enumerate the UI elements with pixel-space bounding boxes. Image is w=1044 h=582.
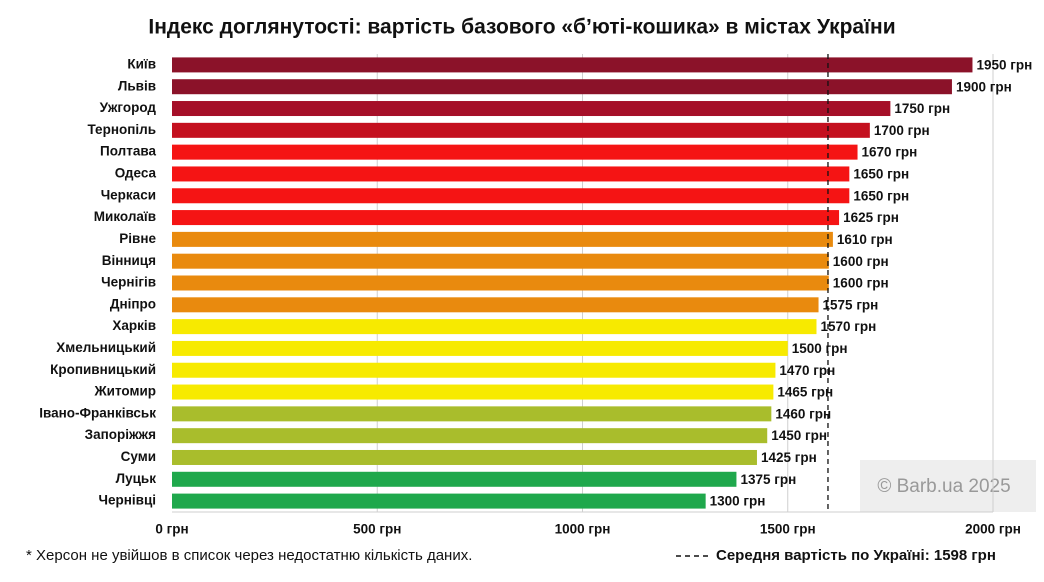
value-label: 1700 грн — [874, 123, 930, 138]
watermark: © Barb.ua 2025 — [877, 476, 1010, 497]
bar — [172, 275, 829, 291]
category-label: Хмельницький — [56, 340, 156, 355]
category-label: Київ — [127, 56, 156, 71]
x-tick-label: 0 грн — [155, 522, 188, 537]
footnote: * Херсон не увійшов в список через недос… — [26, 547, 472, 564]
bar — [172, 384, 774, 400]
bar — [172, 122, 870, 138]
category-label: Луцьк — [116, 471, 157, 486]
category-label: Вінниця — [102, 253, 156, 268]
average-label: Середня вартість по Україні: 1598 грн — [716, 547, 996, 564]
bar — [172, 319, 817, 335]
category-label: Дніпро — [110, 296, 156, 311]
value-label: 1300 грн — [710, 494, 766, 509]
category-label: Харків — [112, 318, 156, 333]
bar — [172, 101, 891, 117]
bar — [172, 449, 757, 465]
x-tick-label: 1000 грн — [555, 522, 611, 537]
value-label: 1470 грн — [779, 363, 835, 378]
value-label: 1650 грн — [853, 188, 909, 203]
category-label: Запоріжжя — [85, 427, 156, 442]
category-label: Кропивницький — [50, 362, 156, 377]
bar — [172, 144, 858, 160]
chart-title: Індекс доглянутості: вартість базового «… — [148, 16, 895, 39]
bar — [172, 210, 840, 226]
category-label: Івано-Франківськ — [39, 405, 156, 420]
x-tick-label: 500 грн — [353, 522, 401, 537]
bar — [172, 406, 772, 422]
category-label: Суми — [121, 449, 156, 464]
category-label: Полтава — [100, 144, 156, 159]
value-label: 1600 грн — [833, 276, 889, 291]
value-label: 1450 грн — [771, 428, 827, 443]
value-label: 1570 грн — [820, 319, 876, 334]
category-label: Одеса — [115, 166, 157, 181]
bar — [172, 297, 819, 313]
category-label: Ужгород — [100, 100, 157, 115]
bar — [172, 340, 788, 356]
value-label: 1900 грн — [956, 79, 1012, 94]
value-label: 1600 грн — [833, 254, 889, 269]
watermark-box — [860, 460, 1036, 512]
bar — [172, 79, 952, 95]
value-label: 1575 грн — [823, 297, 879, 312]
bar — [172, 231, 833, 247]
category-label: Рівне — [119, 231, 156, 246]
x-tick-label: 2000 грн — [965, 522, 1021, 537]
value-label: 1650 грн — [853, 167, 909, 182]
value-label: 1750 грн — [894, 101, 950, 116]
value-label: 1610 грн — [837, 232, 893, 247]
category-label: Тернопіль — [87, 122, 156, 137]
value-label: 1375 грн — [740, 472, 796, 487]
bar — [172, 428, 768, 444]
value-label: 1625 грн — [843, 210, 899, 225]
category-label: Львів — [118, 78, 156, 93]
category-label: Миколаїв — [94, 209, 156, 224]
bar — [172, 57, 973, 73]
value-label: 1670 грн — [862, 145, 918, 160]
bar — [172, 493, 706, 509]
bar — [172, 362, 776, 378]
value-label: 1465 грн — [777, 385, 833, 400]
category-label: Черкаси — [101, 187, 156, 202]
bar — [172, 166, 850, 182]
bar — [172, 253, 829, 269]
value-label: 1425 грн — [761, 450, 817, 465]
category-label: Житомир — [93, 384, 156, 399]
category-label: Чернігів — [101, 275, 156, 290]
category-label: Чернівці — [99, 493, 157, 508]
value-label: 1950 грн — [976, 57, 1032, 72]
x-tick-label: 1500 грн — [760, 522, 816, 537]
bar — [172, 188, 850, 204]
value-label: 1460 грн — [775, 406, 831, 421]
value-label: 1500 грн — [792, 341, 848, 356]
bar — [172, 471, 737, 487]
